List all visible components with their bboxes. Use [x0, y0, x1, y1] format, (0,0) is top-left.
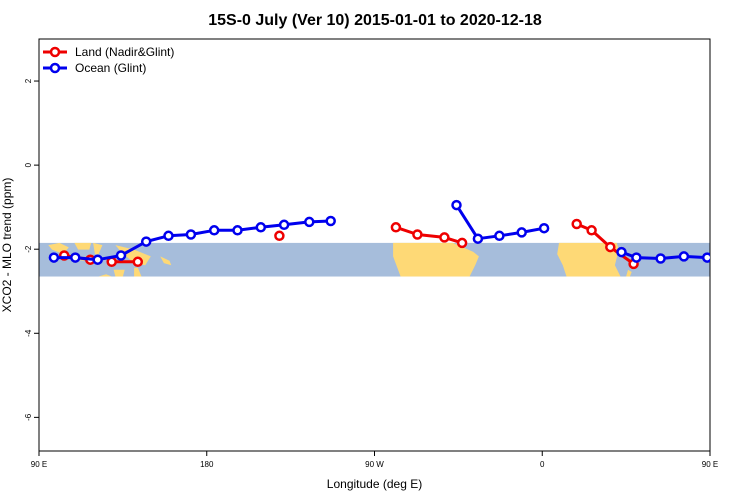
data-point-ocean [70, 252, 81, 263]
legend-label-land: Land (Nadir&Glint) [75, 45, 174, 59]
map-land-java-east [740, 256, 750, 260]
data-point-ocean [304, 216, 315, 228]
data-point-ocean [115, 250, 127, 261]
axes: 90 E 180 90 W 0 90 E 2 0 -2 -4 -6 [24, 78, 718, 469]
data-point-ocean [325, 215, 336, 227]
x-axis-label: Longitude (deg E) [327, 477, 422, 491]
map-land-cape-york-west [134, 267, 142, 277]
x-tick-label: 90 E [702, 460, 718, 469]
data-point-land [605, 241, 616, 253]
map-land-borneo-east [745, 243, 750, 250]
data-point-ocean [232, 225, 243, 236]
legend-item-land: Land (Nadir&Glint) [43, 45, 174, 59]
data-point-land [439, 232, 450, 243]
data-point-ocean [701, 252, 710, 263]
y-tick-label: 2 [24, 78, 33, 83]
map-land-kimberley-west [98, 274, 112, 277]
x-tick-label: 180 [200, 460, 214, 469]
y-tick-label: -6 [24, 413, 33, 421]
x-tick-label: 0 [540, 460, 545, 469]
data-point-ocean [140, 236, 152, 247]
data-point-ocean [255, 222, 267, 233]
map-strip [39, 242, 750, 277]
data-point-land [274, 230, 285, 242]
legend-label-ocean: Ocean (Glint) [75, 61, 146, 75]
y-tick-label: 0 [24, 162, 33, 167]
map-land-africa [557, 242, 621, 277]
series-line-land [395, 225, 463, 245]
data-point-ocean [516, 227, 527, 238]
data-point-ocean [727, 254, 735, 262]
data-point-ocean [163, 230, 174, 242]
series-line-ocean [620, 250, 710, 260]
map-land-sumatra-east [719, 243, 740, 254]
x-tick-label: 90 E [31, 460, 47, 469]
map-land-borneo-west [74, 242, 92, 250]
data-point-land [132, 256, 144, 268]
data-point-land [390, 222, 402, 233]
data-point-ocean [185, 229, 197, 240]
data-point-ocean [538, 222, 550, 234]
data-point-ocean [92, 254, 103, 265]
map-land-arnhem-west [113, 269, 125, 277]
y-tick-label: -2 [24, 245, 33, 253]
data-point-ocean [451, 199, 462, 211]
data-point-ocean [472, 233, 484, 244]
data-point-land [571, 218, 582, 230]
legend-swatch-marker-ocean [49, 62, 61, 74]
data-point-ocean [616, 246, 627, 258]
map-land-sulawesi-west [93, 242, 103, 255]
data-point-ocean [631, 252, 642, 263]
chart-title: 15S-0 July (Ver 10) 2015-01-01 to 2020-1… [208, 12, 542, 29]
data-point-land [412, 229, 423, 240]
data-point-land [586, 225, 597, 236]
series-layer [48, 199, 735, 270]
series-ocean [48, 199, 735, 265]
map-land-madagascar [626, 269, 632, 277]
legend: Land (Nadir&Glint) Ocean (Glint) [43, 45, 174, 75]
x-tick-label: 90 W [365, 460, 384, 469]
data-point-ocean [655, 253, 666, 264]
data-point-ocean [48, 252, 60, 263]
data-point-ocean [208, 225, 220, 236]
data-point-ocean [678, 251, 690, 262]
legend-swatch-marker-land [49, 46, 61, 58]
legend-item-ocean: Ocean (Glint) [43, 61, 146, 75]
data-point-ocean [494, 230, 505, 242]
data-point-land [456, 237, 468, 249]
map-land-south-america [393, 242, 479, 277]
data-point-ocean [278, 219, 290, 231]
y-tick-label: -4 [24, 329, 33, 337]
map-land-solomon-west [160, 256, 172, 266]
y-axis-label: XCO2 - MLO trend (ppm) [0, 178, 14, 313]
